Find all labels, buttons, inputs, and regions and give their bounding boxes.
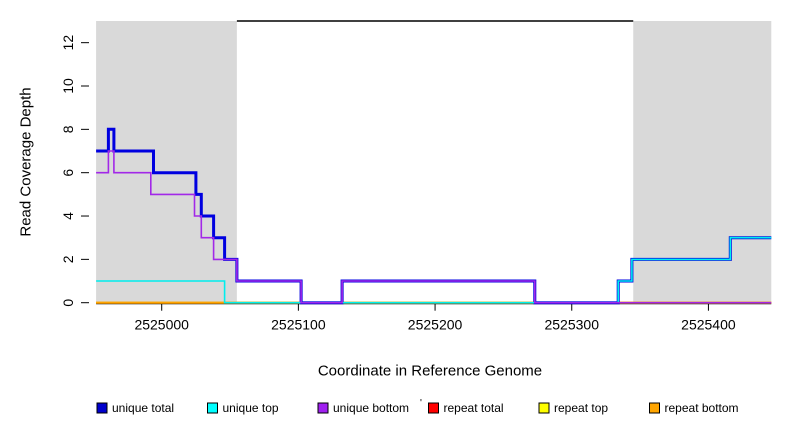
y-tick-label: 6 (60, 169, 76, 177)
legend-swatch-unique-total (96, 402, 108, 414)
legend-label-repeat-bottom: repeat bottom (665, 401, 739, 415)
x-tick-label: 2525100 (271, 317, 326, 333)
legend-swatch-repeat-top (538, 402, 550, 414)
shaded-region-right (633, 21, 772, 303)
y-axis-title: Read Coverage Depth (17, 87, 35, 237)
series-unique-bottom (96, 150, 772, 304)
legend-label-repeat-total: repeat total (444, 401, 504, 415)
y-tick-label: 10 (60, 78, 76, 94)
shaded-region-left (96, 21, 237, 303)
y-tick-label: 12 (60, 35, 76, 51)
y-tick-label: 4 (60, 212, 76, 220)
legend-label-unique-total: unique total (112, 401, 174, 415)
y-tick-label: 8 (60, 125, 76, 133)
legend-swatch-repeat-total (428, 402, 439, 414)
x-tick-label: 2525000 (134, 317, 189, 333)
x-tick-label: 2525400 (681, 317, 736, 333)
x-axis-title: Coordinate in Reference Genome (317, 362, 543, 380)
series-unique-top (96, 236, 772, 304)
legend-label-unique-top: unique top (223, 401, 279, 415)
y-tick-label: 0 (60, 299, 76, 307)
y-tick-label: 2 (60, 255, 76, 263)
legend-label-unique-bottom: unique bottom (333, 401, 409, 415)
legend-swatch-repeat-bottom (649, 402, 660, 414)
x-tick-label: 2525200 (408, 317, 463, 333)
legend-swatch-unique-top (207, 402, 218, 414)
legend-label-repeat-top: repeat top (554, 401, 608, 415)
legend-swatch-unique-bottom (317, 402, 329, 414)
x-tick-label: 2525300 (544, 317, 599, 333)
legend-stray-mark: ' (420, 398, 422, 409)
